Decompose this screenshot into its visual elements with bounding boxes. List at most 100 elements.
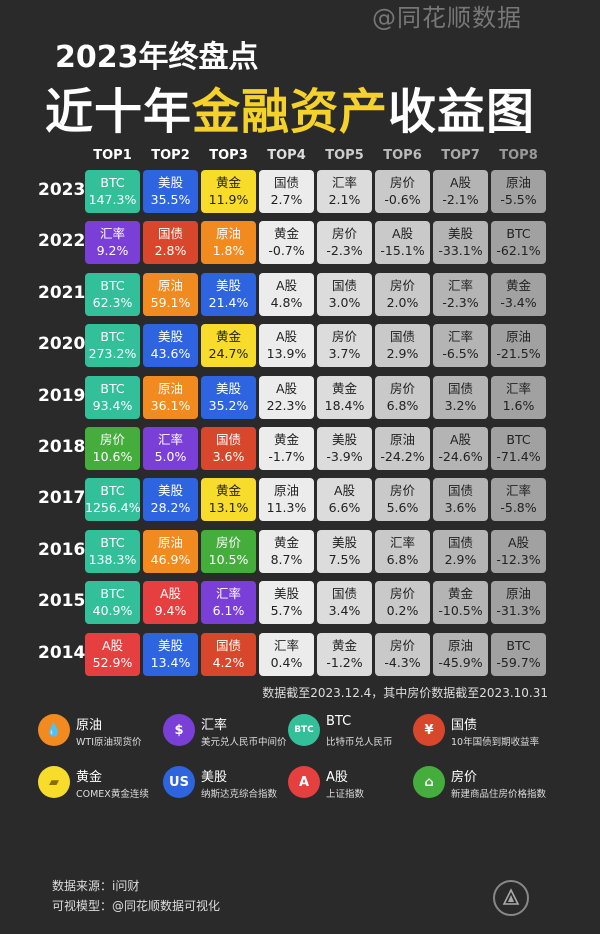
cell-asset: 汇率 xyxy=(215,586,241,602)
house-icon: ⌂ xyxy=(413,766,445,798)
cell-2022-top3: 原油 1.8% xyxy=(201,221,256,265)
cell-asset: 汇率 xyxy=(447,329,473,345)
cell-2015-top6: 房价 0.2% xyxy=(375,581,430,625)
cell-2016-top1: BTC 138.3% xyxy=(85,529,140,573)
cell-asset: 黄金 xyxy=(215,483,241,499)
cell-asset: 原油 xyxy=(273,483,299,499)
cell-asset: 黄金 xyxy=(273,226,299,242)
cell-2016-top4: 黄金 8.7% xyxy=(259,529,314,573)
cell-asset: 房价 xyxy=(99,432,125,447)
cell-return: 4.2% xyxy=(212,654,245,670)
column-header-top8: TOP8 xyxy=(499,148,538,163)
cell-return: 6.8% xyxy=(386,551,419,567)
cell-asset: A股 xyxy=(159,586,182,602)
cell-asset: 房价 xyxy=(215,534,241,550)
cell-return: -71.4% xyxy=(496,449,541,464)
cell-return: 5.6% xyxy=(386,500,419,516)
cell-return: 4.8% xyxy=(270,294,303,310)
us-stock-icon: US xyxy=(163,766,195,798)
cell-asset: 国债 xyxy=(157,226,183,242)
btc-icon: BTC xyxy=(288,714,320,746)
cell-return: -2.1% xyxy=(442,192,479,207)
cell-2020-top7: 汇率 -6.5% xyxy=(433,324,488,368)
cell-return: -21.5% xyxy=(496,346,541,362)
cell-2020-top4: A股 13.9% xyxy=(259,324,314,368)
cell-asset: 国债 xyxy=(447,380,473,396)
cell-2018-top2: 汇率 5.0% xyxy=(143,427,198,470)
cell-return: -45.9% xyxy=(438,654,483,670)
cell-asset: 汇率 xyxy=(389,534,415,550)
cell-2020-top2: 美股 43.6% xyxy=(143,324,198,368)
cell-2021-top2: 原油 59.1% xyxy=(143,272,198,316)
cell-asset: 黄金 xyxy=(273,432,299,447)
column-header-top7: TOP7 xyxy=(441,148,480,163)
cell-return: 3.6% xyxy=(212,449,245,464)
legend-asset-desc: 纳斯达克综合指数 xyxy=(201,789,278,800)
legend-asset-desc: 美元兑人民币中间价 xyxy=(201,737,287,748)
cell-return: 6.6% xyxy=(328,500,361,516)
cell-return: 1.6% xyxy=(502,397,535,413)
title-year: 2023年终盘点 xyxy=(55,40,259,75)
cell-asset: BTC xyxy=(100,175,125,190)
cell-return: 2.0% xyxy=(386,294,419,310)
cell-2019-top8: 汇率 1.6% xyxy=(491,375,546,419)
cell-return: 5.0% xyxy=(154,449,187,464)
cell-2018-top4: 黄金 -1.7% xyxy=(259,427,314,470)
cell-2017-top6: 房价 5.6% xyxy=(375,478,430,522)
cell-asset: 美股 xyxy=(331,432,357,447)
cell-asset: 汇率 xyxy=(505,483,531,499)
cell-2017-top8: 汇率 -5.8% xyxy=(491,478,546,522)
year-label-2019: 2019 xyxy=(38,385,86,406)
cell-2019-top7: 国债 3.2% xyxy=(433,375,488,419)
cell-return: 273.2% xyxy=(88,346,137,362)
cell-2017-top2: 美股 28.2% xyxy=(143,478,198,522)
cell-return: 13.9% xyxy=(266,346,307,362)
column-header-top4: TOP4 xyxy=(267,148,306,163)
column-headers: TOP1 TOP2 TOP3 TOP4 TOP5 TOP6 TOP7 TOP8 xyxy=(0,148,600,168)
cell-asset: 房价 xyxy=(389,483,415,499)
cell-2016-top7: 国债 2.9% xyxy=(433,529,488,573)
cell-2021-top5: 国债 3.0% xyxy=(317,272,372,316)
cell-asset: A股 xyxy=(333,483,356,499)
cell-2014-top5: 黄金 -1.2% xyxy=(317,632,372,676)
cell-return: 11.3% xyxy=(266,500,307,516)
column-header-top1: TOP1 xyxy=(93,148,132,163)
cell-return: 5.7% xyxy=(270,603,303,619)
cell-2023-top6: 房价 -0.6% xyxy=(375,170,430,213)
cell-2018-top7: A股 -24.6% xyxy=(433,427,488,470)
cell-asset: 汇率 xyxy=(447,277,473,293)
year-label-2015: 2015 xyxy=(38,591,86,612)
cell-return: -5.5% xyxy=(500,192,537,207)
cell-asset: 美股 xyxy=(157,329,183,345)
cell-2016-top5: 美股 7.5% xyxy=(317,529,372,573)
year-label-2023: 2023 xyxy=(38,180,86,200)
cell-2018-top5: 美股 -3.9% xyxy=(317,427,372,470)
cell-2019-top2: 原油 36.1% xyxy=(143,375,198,419)
cell-asset: 原油 xyxy=(157,534,183,550)
cell-2021-top3: 美股 21.4% xyxy=(201,272,256,316)
cell-return: -0.7% xyxy=(268,243,305,259)
cell-2020-top6: 国债 2.9% xyxy=(375,324,430,368)
cell-2014-top8: BTC -59.7% xyxy=(491,632,546,676)
legend-asset-name: BTC xyxy=(326,714,352,729)
cell-2015-top5: 国债 3.4% xyxy=(317,581,372,625)
cell-return: -62.1% xyxy=(496,243,541,259)
cell-2020-top8: 原油 -21.5% xyxy=(491,324,546,368)
cell-return: 0.2% xyxy=(386,603,419,619)
cell-2017-top4: 原油 11.3% xyxy=(259,478,314,522)
cell-asset: 国债 xyxy=(331,277,357,293)
cell-asset: 黄金 xyxy=(331,380,357,396)
cell-asset: 国债 xyxy=(389,329,415,345)
cell-return: 22.3% xyxy=(266,397,307,413)
cell-2019-top5: 黄金 18.4% xyxy=(317,375,372,419)
data-note: 数据截至2023.12.4，其中房价数据截至2023.10.31 xyxy=(262,686,548,700)
cell-2014-top6: 房价 -4.3% xyxy=(375,632,430,676)
cell-return: 36.1% xyxy=(150,397,191,413)
cell-return: 138.3% xyxy=(88,551,137,567)
cell-2015-top8: 原油 -31.3% xyxy=(491,581,546,625)
legend-asset-name: 房价 xyxy=(451,770,478,785)
column-header-top2: TOP2 xyxy=(151,148,190,163)
cell-asset: A股 xyxy=(101,637,124,653)
cell-return: 9.4% xyxy=(154,603,187,619)
cell-return: 1.8% xyxy=(212,243,245,259)
